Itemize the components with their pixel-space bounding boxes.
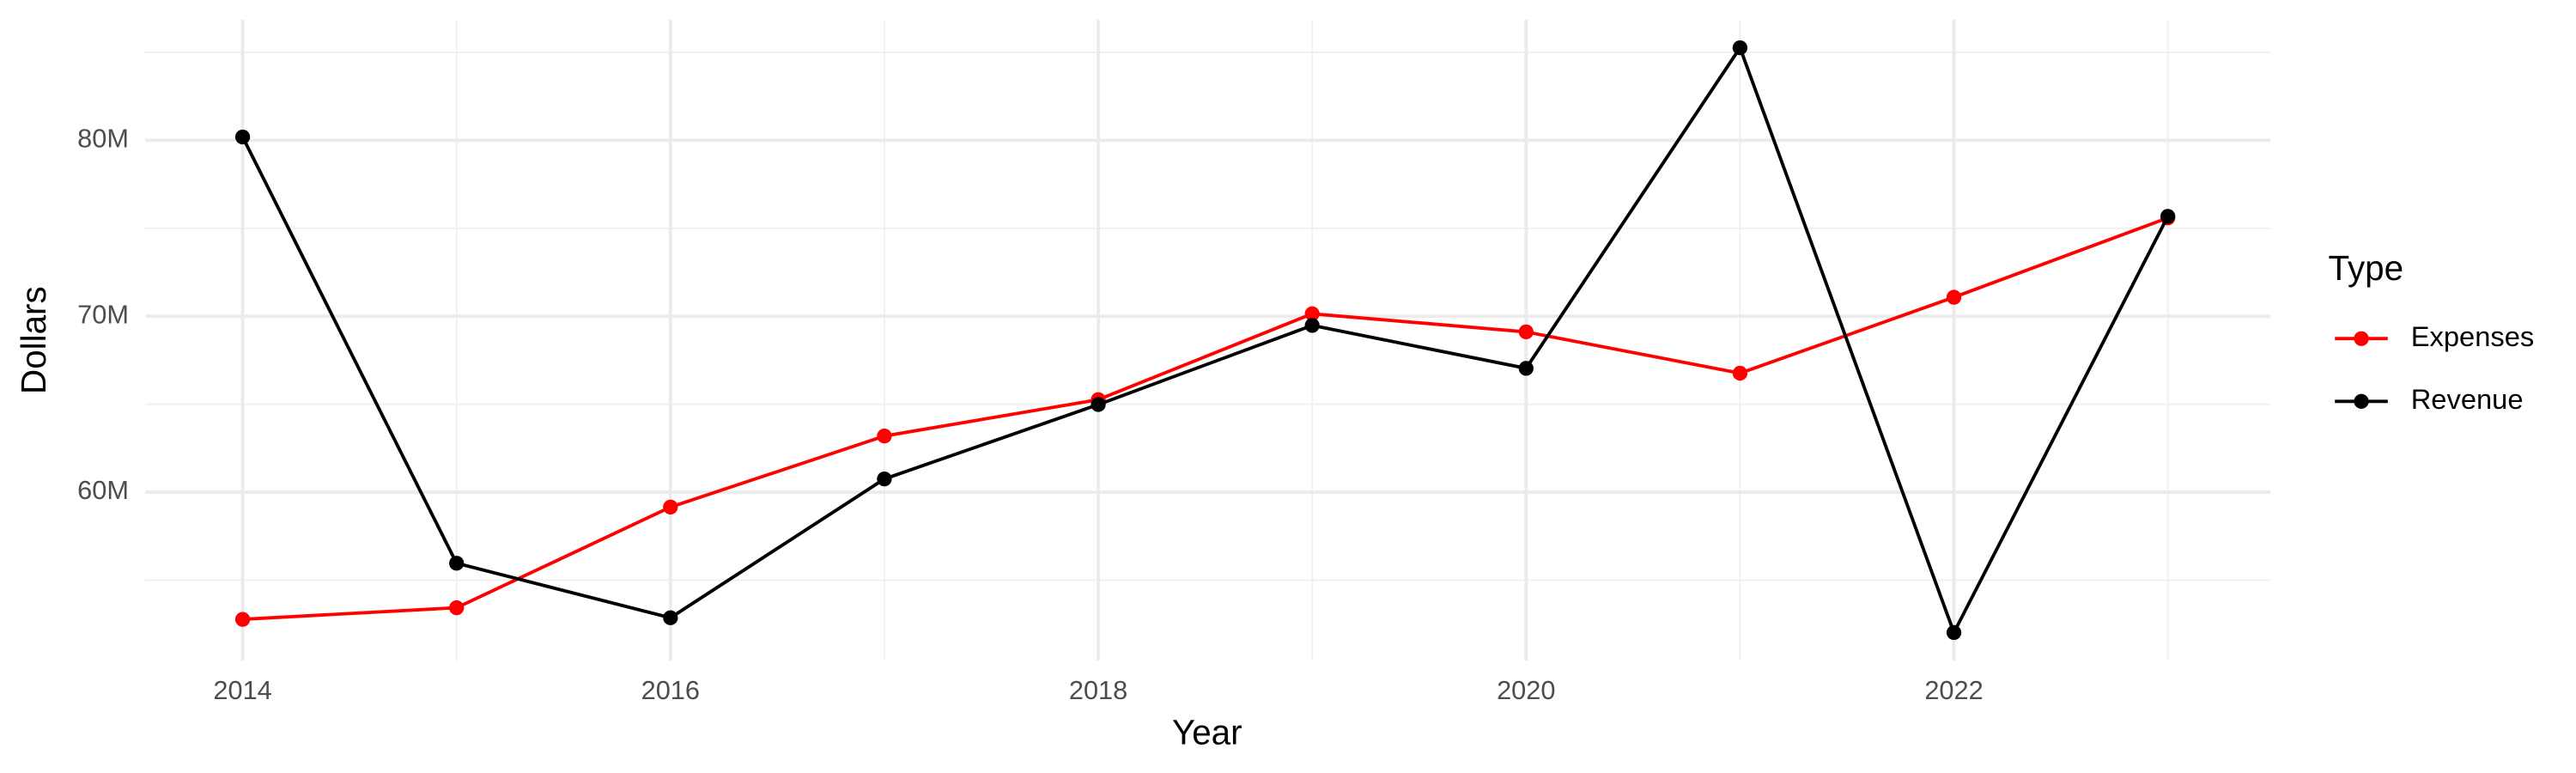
x-tick-label: 2016: [641, 675, 700, 705]
data-point: [1091, 397, 1106, 412]
data-point: [663, 499, 678, 515]
x-tick-label: 2018: [1069, 675, 1127, 705]
y-tick-label: 80M: [77, 124, 129, 154]
legend-title: Type: [2329, 248, 2404, 288]
data-point: [2160, 209, 2176, 224]
data-point: [1304, 306, 1320, 321]
legend-key-point: [2354, 331, 2369, 346]
series-line: [242, 216, 2169, 622]
y-tick-label: 60M: [77, 475, 129, 505]
data-point: [1518, 324, 1534, 340]
grid: [145, 20, 2271, 661]
data-point: [1732, 40, 1748, 56]
legend-label: Expenses: [2411, 320, 2535, 352]
data-point: [1946, 624, 1962, 641]
y-tick-label: 70M: [77, 299, 129, 329]
data-point: [877, 429, 892, 444]
series-line: [240, 44, 2170, 637]
legend-key-point: [2354, 393, 2369, 409]
x-tick-label: 2020: [1497, 675, 1555, 705]
data-point: [449, 600, 465, 616]
data-point: [1946, 289, 1962, 305]
data-point: [1304, 318, 1320, 333]
data-point: [877, 471, 892, 487]
y-axis-title: Dollars: [14, 286, 53, 394]
plot: [234, 40, 2176, 641]
x-tick-label: 2014: [213, 675, 271, 705]
data-point: [234, 612, 251, 627]
legend-label: Revenue: [2411, 383, 2524, 415]
data-point: [1732, 365, 1748, 381]
x-tick-label: 2022: [1924, 675, 1983, 705]
data-point: [663, 610, 678, 625]
data-point: [234, 129, 251, 145]
data-point: [449, 556, 465, 571]
x-axis-title: Year: [1172, 712, 1242, 752]
data-point: [1518, 361, 1534, 376]
